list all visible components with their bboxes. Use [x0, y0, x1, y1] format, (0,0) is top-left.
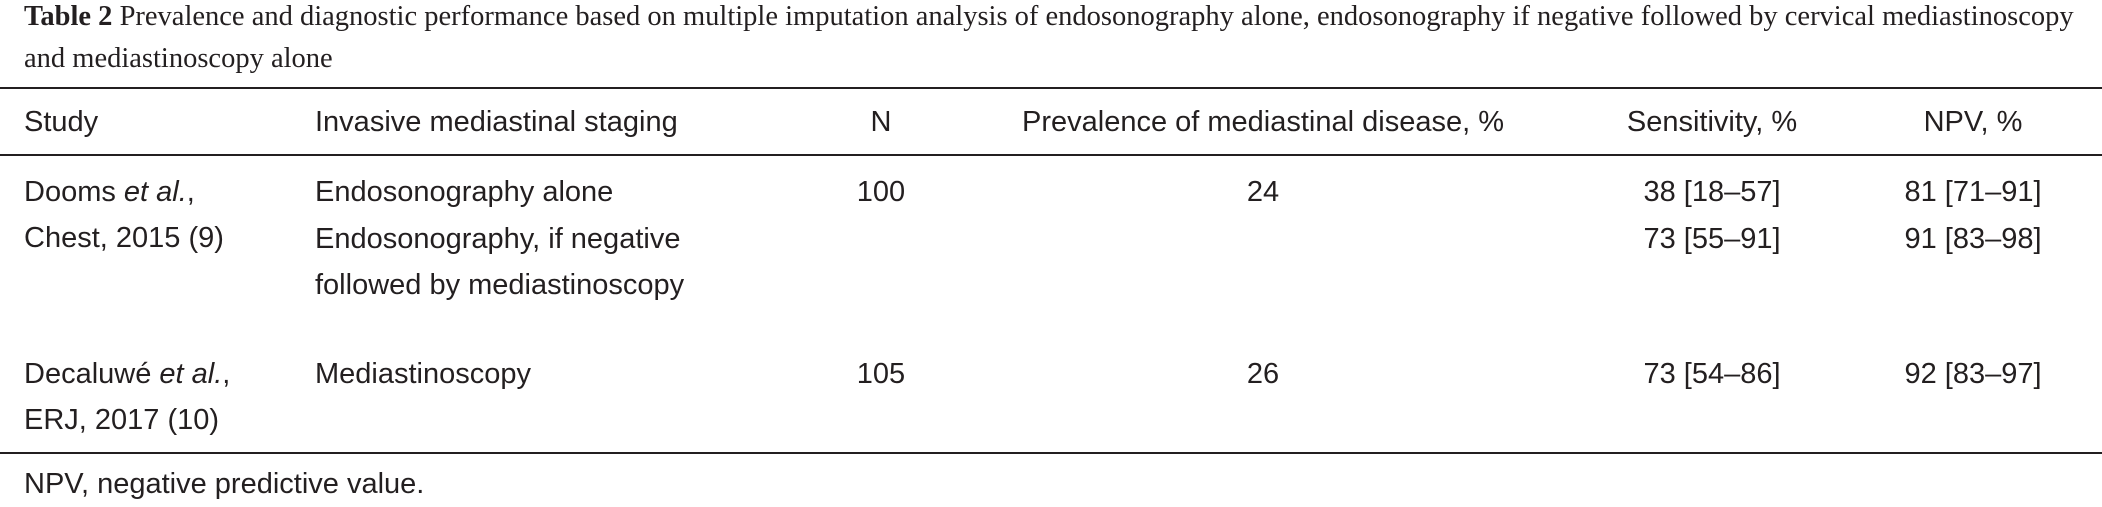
header-cell: Study	[24, 106, 99, 138]
caption-label: Table 2	[24, 1, 113, 32]
header-cell: Invasive mediastinal staging	[315, 106, 678, 138]
source: Chest, 2015 (9)	[24, 222, 224, 254]
npv-cell: 91 [83–98]	[1904, 223, 2042, 255]
source: ERJ, 2017 (10)	[24, 404, 220, 436]
sensitivity-cell: 38 [18–57]	[1643, 176, 1781, 208]
prevalence-cell: 26	[1246, 358, 1280, 390]
author: Decaluwé	[24, 358, 152, 390]
staging-cell: Endosonography alone	[315, 176, 614, 208]
separator: ,	[186, 176, 195, 208]
et-al: et al.	[159, 358, 223, 390]
header-cell: Sensitivity, %	[1626, 106, 1798, 138]
author: Dooms	[24, 176, 116, 208]
header-rule	[0, 154, 2102, 156]
sensitivity-cell: 73 [54–86]	[1643, 358, 1781, 390]
top-rule	[0, 87, 2102, 89]
npv-cell: 92 [83–97]	[1904, 358, 2042, 390]
npv-cell: 81 [71–91]	[1904, 176, 2042, 208]
et-al: et al.	[123, 176, 187, 208]
n-cell: 105	[856, 358, 906, 390]
study-cell: Dooms et al., Chest, 2015 (9)	[24, 169, 224, 261]
caption-text: Prevalence and diagnostic performance ba…	[24, 1, 2074, 74]
header-cell: Prevalence of mediastinal disease, %	[1022, 106, 1504, 138]
table-caption: Table 2 Prevalence and diagnostic perfor…	[24, 0, 2100, 80]
study-cell: Decaluwé et al., ERJ, 2017 (10)	[24, 351, 230, 443]
header-cell: N	[870, 106, 892, 138]
footnote: NPV, negative predictive value.	[24, 468, 425, 500]
separator: ,	[222, 358, 231, 390]
staging-cell: Endosonography, if negative followed by …	[315, 223, 685, 301]
staging-cell: Mediastinoscopy	[315, 358, 531, 390]
bottom-rule	[0, 452, 2102, 454]
n-cell: 100	[856, 176, 906, 208]
header-cell: NPV, %	[1923, 106, 2023, 138]
prevalence-cell: 24	[1246, 176, 1280, 208]
sensitivity-cell: 73 [55–91]	[1643, 223, 1781, 255]
